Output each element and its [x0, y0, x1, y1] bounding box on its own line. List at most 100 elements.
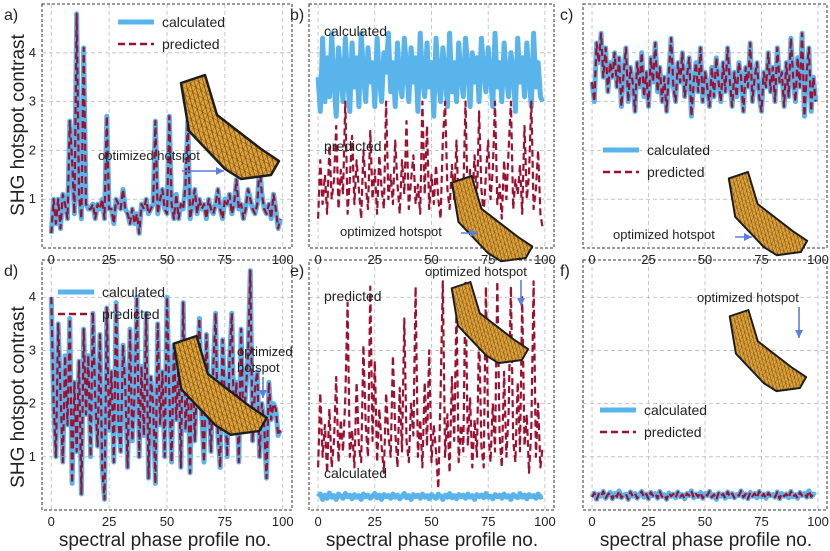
x-tick-label: 25: [368, 514, 382, 529]
legend-label-calculated: calculated: [102, 284, 165, 300]
series-label-predicted: predicted: [324, 138, 382, 154]
x-tick-label: 75: [481, 514, 495, 529]
panel-label: a): [4, 7, 18, 24]
annotation-optimized-hotspot: optimized hotspot: [613, 227, 715, 242]
x-tick-label: 0: [48, 252, 55, 267]
legend: calculated predicted: [600, 402, 707, 440]
annotation-line: optimized hotspot: [340, 224, 442, 239]
axes-frame: [41, 259, 293, 511]
series-predicted-line: [317, 280, 544, 490]
panel-f: 0 25 50 75 100 calculated predicted optimized h…: [560, 259, 829, 529]
x-tick-label: 100: [272, 514, 294, 529]
nanostructure-shape: [450, 174, 534, 263]
x-axis-label-right: spectral phase profile no.: [600, 530, 812, 551]
legend-label-predicted: predicted: [162, 36, 220, 52]
panel-d: 0 25 50 75 100 1 2 3 4 calculated predicted optimiz…: [4, 259, 294, 529]
y-tick-label: 1: [29, 449, 36, 464]
x-tick-label: 100: [807, 252, 829, 267]
x-tick-label: 25: [641, 514, 655, 529]
x-tick-label: 0: [48, 514, 55, 529]
axes-frame: [41, 3, 293, 249]
x-tick-label: 25: [102, 514, 116, 529]
panel-label: e): [290, 263, 304, 280]
legend-label-predicted: predicted: [102, 306, 160, 322]
nanostructure-shape: [179, 73, 281, 181]
legend-label-calculated: calculated: [644, 402, 707, 418]
y-tick-label: 1: [29, 191, 36, 206]
series-calculated-line: [315, 30, 545, 119]
nanostructure-shape: [727, 170, 809, 257]
annotation-line: optimized hotspot: [98, 148, 200, 163]
y-tick-label: 2: [29, 142, 36, 157]
nanostructure-shape: [450, 281, 530, 365]
panel-label: d): [4, 263, 18, 280]
legend-label-predicted: predicted: [647, 164, 705, 180]
legend: calculated predicted: [58, 284, 165, 322]
series-calculated-line: [589, 488, 817, 502]
axes-frame: [308, 3, 555, 249]
nanostructure-illustration: [179, 73, 281, 181]
x-tick-label: 0: [314, 514, 321, 529]
y-tick-label: 3: [29, 342, 36, 357]
annotation-arrowhead: [744, 233, 752, 241]
y-tick-label: 2: [29, 396, 36, 411]
annotation-line: optimized: [237, 344, 293, 359]
nanostructure-illustration: [727, 170, 809, 257]
y-axis-label-bottom: SHG hotspot contrast: [8, 305, 29, 487]
y-tick-label: 4: [29, 45, 36, 60]
axes-frame: [582, 3, 828, 249]
series-predicted-line: [50, 12, 282, 235]
series-calculated-line: [316, 490, 544, 502]
y-tick-label: 4: [29, 289, 36, 304]
annotation-line: optimized hotspot: [697, 290, 799, 305]
annotation-line: hotspot: [237, 360, 280, 375]
annotation-arrowhead: [517, 298, 525, 306]
series-predicted-line: [590, 32, 817, 118]
panel-a: 0 25 50 75 1001234calculatedpredictedoptimiz…: [4, 3, 294, 267]
annotation-optimized-hotspot: optimized hotspot: [98, 148, 200, 163]
annotation-line: optimized hotspot: [613, 227, 715, 242]
legend-label-calculated: calculated: [162, 14, 225, 30]
x-tick-label: 75: [218, 514, 232, 529]
annotation-optimized-hotspot: optimized hotspot: [237, 344, 293, 375]
legend: calculated predicted: [603, 142, 710, 180]
annotation-optimized-hotspot: optimized hotspot: [340, 224, 442, 239]
legend-label-predicted: predicted: [644, 424, 702, 440]
axes-frame: [308, 259, 555, 511]
annotation-optimized-hotspot: optimized hotspot: [425, 264, 527, 279]
series-label-calculated: calculated: [324, 23, 387, 39]
panel-label: b): [290, 7, 304, 24]
x-tick-label: 75: [754, 252, 768, 267]
annotation-arrowhead: [216, 167, 224, 175]
annotation-optimized-hotspot: optimized hotspot: [697, 290, 799, 305]
x-tick-label: 0: [588, 514, 595, 529]
x-tick-label: 50: [424, 514, 438, 529]
annotation-arrowhead: [795, 330, 803, 338]
x-tick-label: 75: [754, 514, 768, 529]
x-tick-label: 50: [160, 514, 174, 529]
x-tick-label: 0: [588, 252, 595, 267]
series-predicted-line: [50, 269, 282, 501]
y-axis-label-top: SHG hotspot contrast: [8, 33, 29, 215]
nanostructure-illustration: [450, 174, 534, 263]
annotation-arrowhead: [259, 390, 267, 398]
legend: calculated predicted: [118, 14, 225, 52]
series-label-predicted: predicted: [324, 288, 382, 304]
x-axis-label-center: spectral phase profile no.: [326, 530, 538, 551]
series-label-calculated: calculated: [324, 465, 387, 481]
annotation-line: optimized hotspot: [425, 264, 527, 279]
x-tick-label: 50: [698, 514, 712, 529]
panel-label: c): [560, 7, 573, 24]
x-tick-label: 100: [807, 514, 829, 529]
x-axis-label-left: spectral phase profile no.: [59, 530, 271, 551]
series-predicted-line: [317, 100, 544, 229]
x-tick-label: 100: [534, 514, 556, 529]
panel-e: 0 25 50 75 100 predicted calculated optimized h…: [290, 259, 556, 529]
annotation-arrowhead: [470, 229, 478, 237]
x-tick-label: 0: [314, 252, 321, 267]
nanostructure-illustration: [728, 309, 808, 393]
nanostructure-shape: [728, 309, 808, 393]
